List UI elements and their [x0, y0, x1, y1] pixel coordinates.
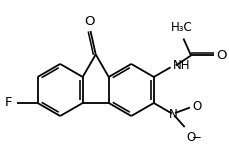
Text: −: − [191, 131, 201, 144]
Text: H₃C: H₃C [170, 21, 192, 34]
Text: F: F [5, 96, 12, 110]
Text: O: O [192, 100, 201, 113]
Text: O: O [84, 15, 94, 28]
Text: N: N [168, 108, 177, 121]
Text: O: O [215, 49, 226, 62]
Text: NH: NH [172, 59, 190, 72]
Text: O: O [186, 131, 195, 144]
